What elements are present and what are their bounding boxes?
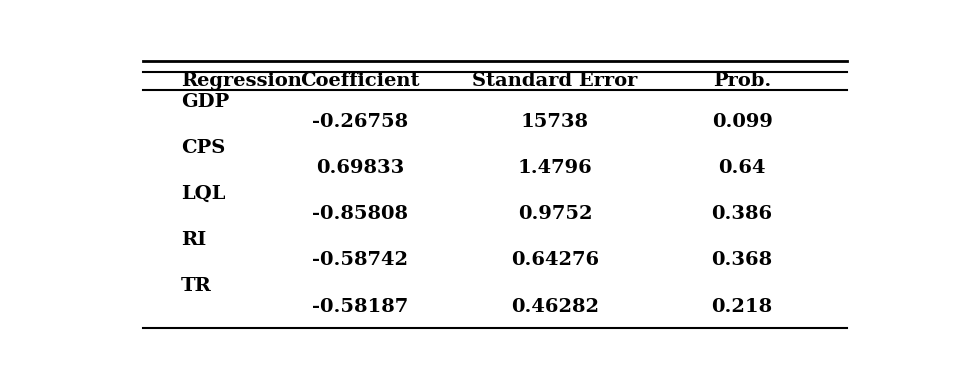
Text: 0.64276: 0.64276 [511,252,599,270]
Text: 0.218: 0.218 [712,298,773,316]
Text: -0.85808: -0.85808 [312,205,409,223]
Text: 15738: 15738 [521,113,589,131]
Text: 0.69833: 0.69833 [316,159,405,177]
Text: 0.386: 0.386 [712,205,773,223]
Text: 0.099: 0.099 [712,113,773,131]
Text: 0.64: 0.64 [719,159,766,177]
Text: RI: RI [181,231,206,249]
Text: LQL: LQL [181,185,225,203]
Text: -0.58187: -0.58187 [312,298,409,316]
Text: -0.58742: -0.58742 [312,252,409,270]
Text: 0.9752: 0.9752 [518,205,592,223]
Text: CPS: CPS [181,139,225,157]
Text: -0.26758: -0.26758 [312,113,409,131]
Text: GDP: GDP [181,93,229,111]
Text: TR: TR [181,278,212,296]
Text: 1.4796: 1.4796 [518,159,592,177]
Text: Prob.: Prob. [713,72,771,90]
Text: 0.368: 0.368 [712,252,773,270]
Text: Coefficient: Coefficient [300,72,420,90]
Text: Standard Error: Standard Error [472,72,638,90]
Text: 0.46282: 0.46282 [511,298,599,316]
Text: Regression: Regression [181,72,301,90]
